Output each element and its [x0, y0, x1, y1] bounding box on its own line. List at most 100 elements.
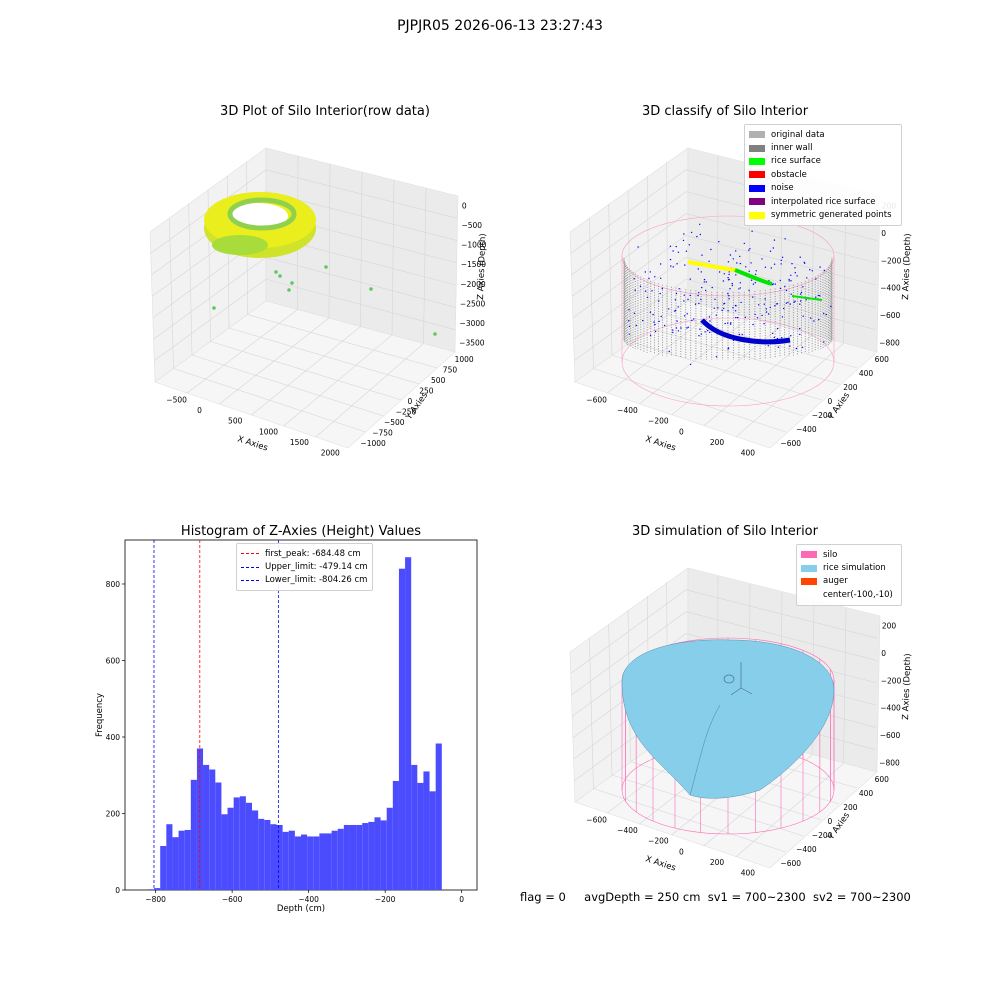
histogram-bar [368, 821, 375, 890]
histogram-x-tick-label: −800 [145, 895, 166, 904]
symmetric-points [687, 260, 736, 272]
simulation-y-tick-label: −600 [780, 859, 801, 868]
simulation-x-axis-label: X Axies [644, 854, 677, 873]
legend-label: rice simulation [823, 563, 886, 574]
histogram-bar [294, 836, 301, 890]
raw-y-tick-label: −250 [396, 408, 417, 417]
classify-y-axis-label: Y Axies [826, 390, 853, 422]
classify-x-axis-label: X Axies [644, 434, 677, 453]
raw-y-axis-label: Y Axies [404, 390, 431, 422]
raw-y-tick-label: −750 [372, 429, 393, 438]
simulation-3d-panel: −600−400−20002004006004002000−200−400−60… [569, 567, 913, 877]
classify-x-tick-label: −200 [648, 417, 669, 426]
raw-outlier-points [212, 265, 437, 336]
histogram-y-tick-label: 200 [106, 809, 121, 818]
histogram-x-tick-label: −400 [298, 895, 319, 904]
raw-x-tick-label: 2000 [321, 448, 340, 457]
sv1-value: sv1 = 700~2300 [707, 890, 806, 904]
simulation-x-tick-label: 0 [679, 847, 684, 856]
histogram-bar [203, 764, 210, 890]
histogram-bar [252, 810, 259, 890]
raw-ring-bottom [212, 235, 268, 255]
raw-x-tick-label: 500 [228, 417, 243, 426]
histogram-bar [398, 568, 406, 890]
legend-label: obstacle [771, 169, 807, 180]
raw-y-tick-label: 1000 [455, 355, 474, 364]
legend-swatch [801, 591, 817, 598]
histogram-y-tick-label: 800 [106, 580, 121, 589]
histogram-bar [288, 830, 295, 890]
histogram-bar [435, 743, 442, 890]
legend-item-rice-surface: rice surface [749, 155, 897, 168]
histogram-bar [160, 846, 167, 890]
legend-item-upper-limit: Upper_limit: -479.14 cm [241, 560, 368, 573]
legend-item-auger: auger [801, 575, 897, 588]
histogram-bar [245, 802, 253, 890]
classify-3d-plot-title: 3D classify of Silo Interior [641, 104, 809, 119]
histogram-bar [337, 828, 344, 890]
raw-z-tick-label: −1000 [461, 241, 487, 250]
raw-ring-inner [227, 197, 297, 231]
legend-item-noise: noise [749, 182, 897, 195]
simulation-x-tick-label: −400 [617, 826, 638, 835]
histogram-bar [362, 823, 369, 890]
histogram-bar [227, 807, 234, 890]
histogram-x-axis-label: Depth (cm) [277, 904, 325, 914]
histogram-bar [301, 834, 308, 890]
legend-label: silo [823, 549, 838, 560]
simulation-z-tick-label: 0 [881, 649, 886, 658]
classify-z-tick-label: −800 [879, 339, 900, 348]
histogram-bar [178, 830, 185, 890]
sv2-value: sv2 = 700~2300 [812, 890, 911, 904]
histogram-y-axis-label: Frequency [95, 693, 105, 737]
simulation-x-tick-label: −600 [586, 816, 607, 825]
legend-label: auger [823, 576, 848, 587]
rice-simulation-surface [621, 639, 835, 799]
legend-swatch [749, 157, 765, 165]
histogram-bar [147, 889, 155, 890]
noise-dense-points [700, 318, 791, 345]
legend-item-original-data: original data [749, 128, 897, 141]
raw-z-tick-label: −2000 [460, 280, 486, 289]
histogram-bar [349, 824, 357, 890]
legend-label: rice surface [771, 156, 821, 167]
classify-x-tick-label: 0 [679, 427, 684, 436]
simulation-y-tick-label: 0 [828, 817, 833, 826]
histogram-bar [166, 824, 173, 890]
simulation-z-tick-label: −400 [880, 704, 901, 713]
classify-y-tick-label: 0 [828, 397, 833, 406]
raw-y-tick-label: 750 [443, 365, 458, 374]
rice-surface-points [734, 268, 773, 286]
raw-3d-plot-title: 3D Plot of Silo Interior(row data) [220, 104, 430, 119]
raw-x-tick-label: −500 [166, 396, 187, 405]
inner-wall-points [623, 258, 833, 360]
simulation-x-tick-label: 200 [710, 858, 725, 867]
histogram-bar [209, 769, 216, 890]
legend-label: center(-100,-10) [823, 589, 893, 600]
histogram-bar [356, 824, 363, 890]
status-footer: flag = 0 avgDepth = 250 cm sv1 = 700~230… [520, 890, 911, 904]
legend-line [241, 579, 259, 581]
raw-y-tick-label: −500 [384, 418, 405, 427]
legend-swatch [801, 577, 817, 585]
classify-3d-panel: −600−400−20002004006004002000−200−400−60… [569, 147, 913, 457]
histogram-bar [172, 837, 179, 890]
legend-label: symmetric generated points [771, 210, 892, 221]
histogram-x-tick-label: −600 [222, 895, 243, 904]
raw-ring-hole [228, 203, 288, 229]
histogram-bar [239, 796, 246, 890]
histogram-bar [343, 824, 350, 890]
classify-z-axis-label: Z Axies (Depth) [901, 233, 913, 300]
histogram-bar [313, 836, 320, 890]
legend-swatch [749, 184, 765, 192]
legend-item-symmetric: symmetric generated points [749, 208, 897, 221]
simulation-y-tick-label: −200 [812, 831, 833, 840]
legend-item-first-peak: first_peak: -684.48 cm [241, 547, 368, 560]
histogram-y-tick-label: 600 [106, 656, 121, 665]
figure-supertitle: PJPJR05 2026-06-13 23:27:43 [397, 18, 603, 34]
raw-x-tick-label: 1000 [259, 427, 278, 436]
simulation-y-tick-label: 600 [875, 775, 890, 784]
raw-z-tick-label: 0 [462, 201, 467, 210]
legend-line [241, 566, 259, 568]
